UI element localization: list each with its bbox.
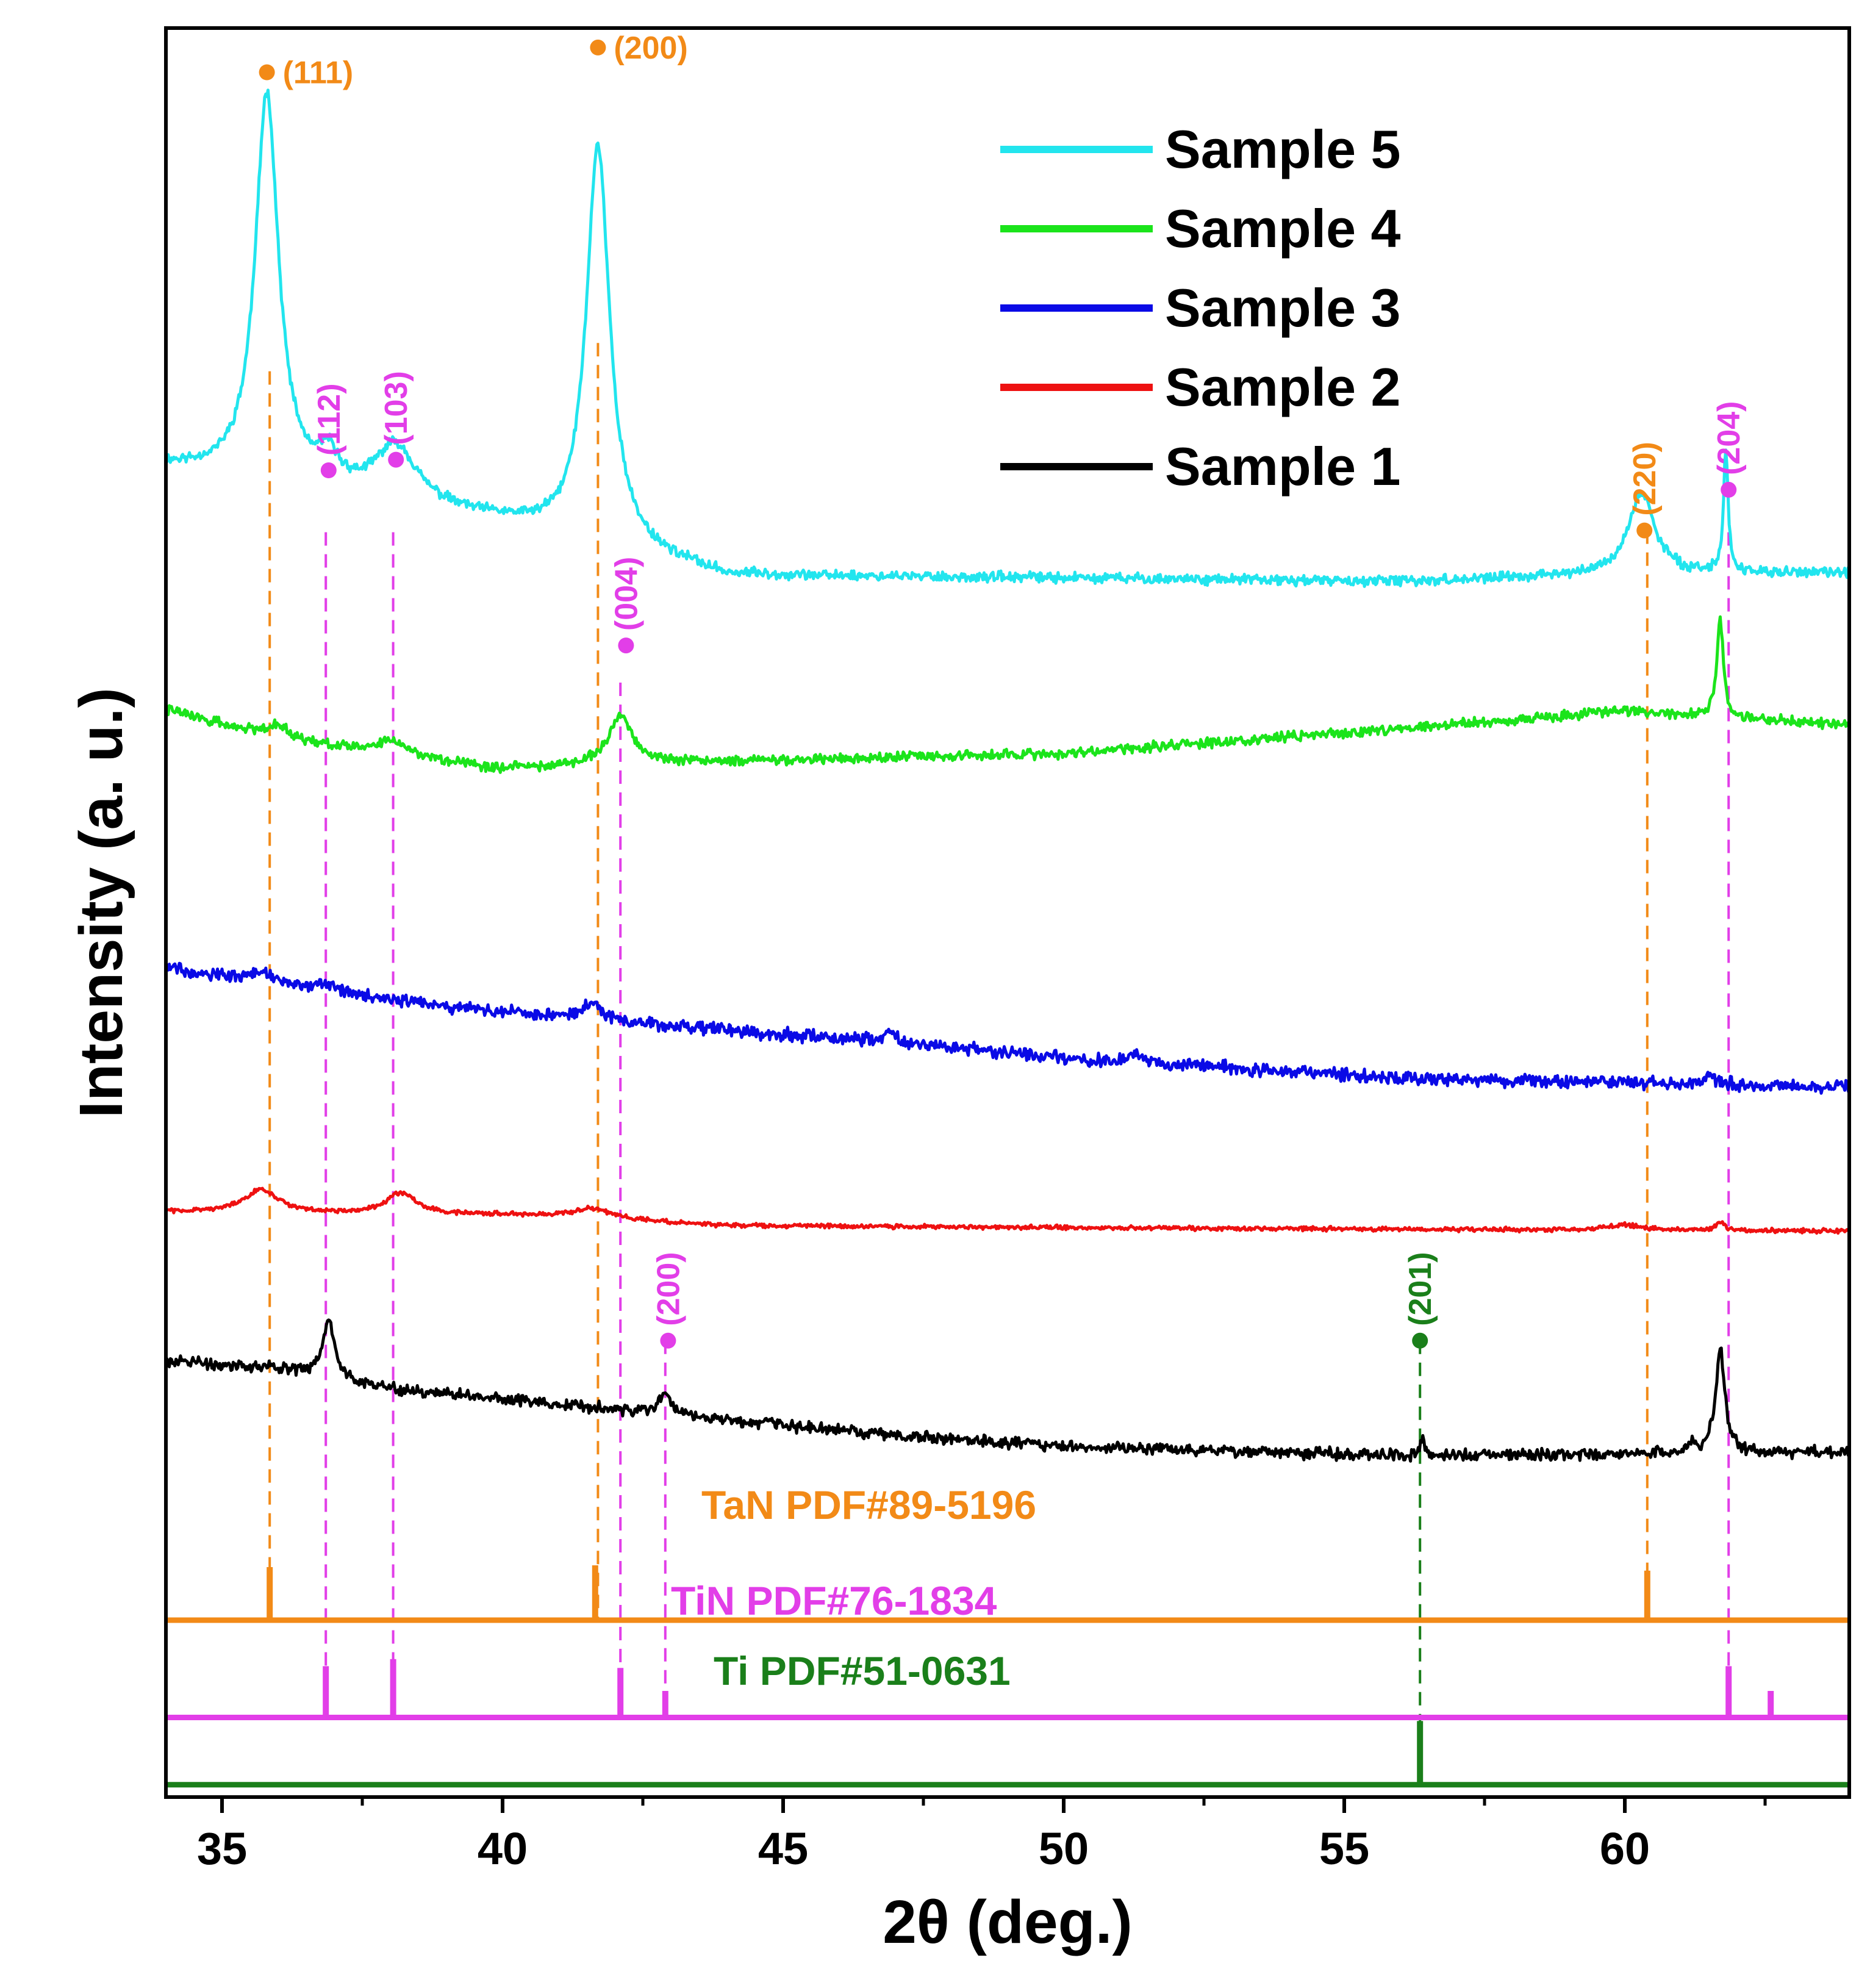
ref-peak-tin xyxy=(662,1691,668,1718)
plot-frame xyxy=(164,26,1851,1799)
x-tick-label: 35 xyxy=(197,1823,247,1874)
x-tick-label: 45 xyxy=(758,1823,808,1874)
ref-peak-tin xyxy=(1725,1666,1732,1718)
legend-label-sample1: Sample 1 xyxy=(1165,436,1400,497)
hkl-marker xyxy=(590,39,606,56)
hkl-label: (220) xyxy=(1627,442,1663,515)
ref-peak-tan xyxy=(592,1565,598,1620)
x-axis-ticks: 35 40 45 50 55 60 xyxy=(197,1797,1767,1874)
y-axis-title: Intensity (a. u.) xyxy=(67,687,135,1118)
hkl-label: (200) xyxy=(651,1252,686,1326)
hkl-label: (112) xyxy=(312,383,347,456)
x-tick-label: 60 xyxy=(1600,1823,1650,1874)
ref-label-tin: TiN PDF#76-1834 xyxy=(671,1578,997,1623)
legend-label-sample3: Sample 3 xyxy=(1165,278,1400,338)
ref-peak-tin xyxy=(1768,1691,1774,1718)
ref-label-ti: Ti PDF#51-0631 xyxy=(714,1648,1011,1693)
legend: Sample 5 Sample 4 Sample 3 Sample 2 Sample 1 xyxy=(1000,119,1400,497)
hkl-marker xyxy=(660,1332,676,1349)
hkl-label: (200) xyxy=(614,31,687,66)
legend-label-sample2: Sample 2 xyxy=(1165,357,1400,417)
hkl-marker xyxy=(1721,481,1737,498)
hkl-marker xyxy=(618,637,634,654)
reference-patterns: TaN PDF#89-5196 TiN PDF#76-1834 Ti PDF#51-… xyxy=(166,1482,1849,1788)
hkl-annotations: (111) (200) (112) (103) (004) (200) (201) (220)… xyxy=(259,31,1747,1349)
ref-peak-tin xyxy=(323,1666,329,1718)
hkl-marker xyxy=(388,451,404,468)
x-tick-label: 40 xyxy=(478,1823,528,1874)
hkl-marker xyxy=(1636,522,1653,539)
legend-label-sample4: Sample 4 xyxy=(1165,198,1400,259)
ref-peak-tin xyxy=(390,1659,396,1718)
ref-peak-tan xyxy=(1644,1570,1650,1620)
trace-sample1 xyxy=(164,1318,1851,1463)
ref-peak-tan xyxy=(267,1567,273,1620)
x-tick-label: 50 xyxy=(1039,1823,1089,1874)
ref-peak-tin xyxy=(617,1668,624,1718)
x-tick-label: 55 xyxy=(1319,1823,1369,1874)
hkl-label: (103) xyxy=(379,371,414,445)
trace-sample4 xyxy=(164,615,1850,774)
x-axis-title: 2θ (deg.) xyxy=(883,1888,1133,1956)
hkl-label: (201) xyxy=(1403,1252,1438,1326)
trace-sample2 xyxy=(164,1186,1850,1235)
hkl-label: (204) xyxy=(1711,401,1747,475)
ref-label-tan: TaN PDF#89-5196 xyxy=(701,1482,1036,1527)
hkl-label: (111) xyxy=(283,56,354,91)
hkl-label: (004) xyxy=(609,557,644,631)
hkl-marker xyxy=(259,64,275,81)
trace-sample5 xyxy=(165,88,1851,588)
hkl-marker xyxy=(320,462,337,478)
legend-label-sample5: Sample 5 xyxy=(1165,119,1400,179)
sample-traces xyxy=(164,88,1851,1463)
ref-peak-ti xyxy=(1417,1721,1424,1785)
trace-sample3 xyxy=(164,961,1851,1095)
hkl-marker xyxy=(1412,1332,1428,1349)
